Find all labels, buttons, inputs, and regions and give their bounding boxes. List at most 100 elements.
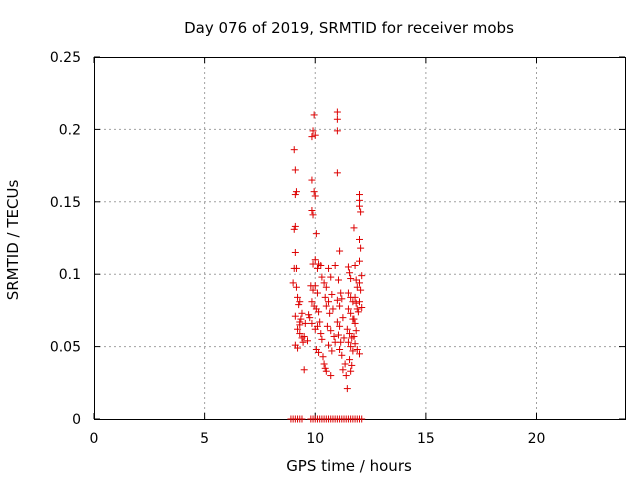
data-point [309,211,317,219]
data-point [333,115,341,123]
data-point [296,298,304,306]
data-point [309,286,317,294]
data-point [327,372,335,380]
x-tick-label: 5 [200,431,209,447]
data-point [328,347,336,355]
data-point [352,276,360,284]
y-tick-label: 0.1 [59,267,81,283]
data-point [341,360,349,368]
data-point [356,298,363,306]
data-point [353,345,361,353]
data-point [356,235,363,243]
data-point [310,188,318,196]
data-point [304,337,312,345]
data-point [294,325,302,333]
data-point [296,330,304,338]
y-tick-label: 0.25 [50,50,81,66]
data-point [347,343,355,351]
data-point [347,275,355,283]
data-point [344,338,352,346]
data-point [317,330,325,338]
data-point [321,293,329,301]
data-point [344,305,352,313]
data-point [300,332,308,340]
data-point [330,332,338,340]
data-point [290,264,298,272]
tick-labels: 0 5 10 15 20 0 0.05 0.1 0.15 0.2 0.25 [50,50,546,447]
data-point [357,286,365,294]
data-point [329,305,337,313]
y-tick-label: 0.15 [50,195,81,211]
x-tick-label: 20 [528,431,546,447]
data-point [315,348,323,356]
data-point [346,330,354,338]
data-point [316,318,324,326]
data-point [300,366,308,374]
data-point [358,304,366,312]
data-point [357,208,365,216]
data-point [289,279,297,287]
data-point [344,263,352,271]
data-point [346,356,354,364]
data-point [351,262,359,270]
data-point [326,309,334,317]
data-point [291,312,299,320]
data-point [313,264,321,272]
y-tick-label: 0 [72,412,81,428]
data-point [319,353,327,361]
data-point [318,273,326,281]
data-point [356,279,363,287]
data-point [352,299,360,307]
data-point [323,322,331,330]
data-point [296,321,304,329]
data-point [318,335,326,343]
data-point [343,325,351,333]
data-point [320,279,328,287]
data-point [313,289,321,297]
data-point [337,289,345,297]
x-axis-label: GPS time / hours [286,457,412,475]
data-point [294,293,302,301]
data-point [353,305,361,313]
data-point [317,262,325,270]
data-point [305,311,313,319]
data-point [331,262,339,270]
data-point [336,322,344,330]
data-point [333,296,341,304]
data-point [342,372,350,380]
data-point [298,309,306,317]
data-point [351,319,359,327]
data-point [351,293,359,301]
data-point [325,264,333,272]
data-point [325,298,333,306]
data-point [310,111,318,119]
data-point [311,256,319,264]
data-point [353,283,361,291]
data-point [290,146,298,154]
data-point [297,315,305,323]
data-point [351,340,359,348]
data-point [327,327,335,335]
data-point [298,415,306,423]
data-point [343,385,351,393]
data-point [338,295,346,303]
data-point [352,327,360,335]
data-point [349,298,357,306]
data-point [336,247,344,255]
data-point [291,191,299,199]
data-point [333,318,341,326]
data-point [308,176,316,184]
data-point [325,341,333,349]
data-point [315,308,323,316]
data-point [357,244,365,252]
data-point [313,322,321,330]
data-point [291,222,299,230]
data-point [350,332,358,340]
data-point [333,108,341,116]
data-point [291,166,299,174]
data-point [295,301,303,309]
data-point [347,309,355,317]
data-point [349,347,357,355]
data-point [308,319,316,327]
